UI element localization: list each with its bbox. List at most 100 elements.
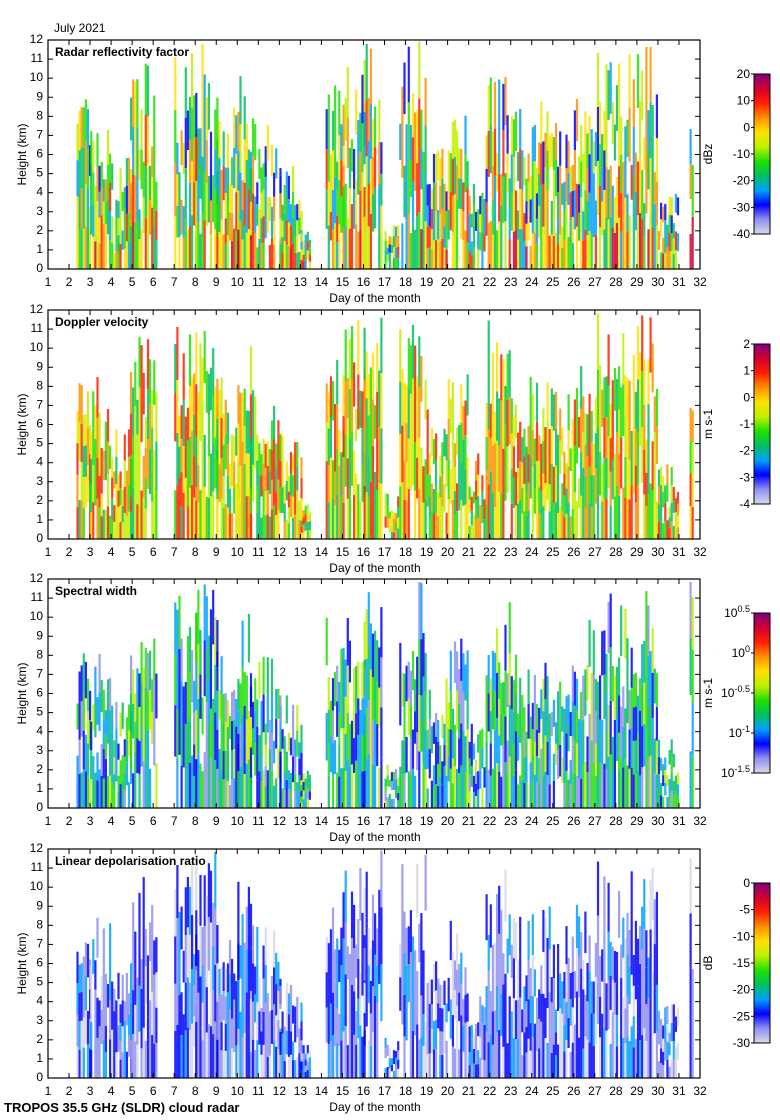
data-cell bbox=[586, 497, 589, 539]
data-column bbox=[231, 434, 234, 539]
x-tick-label: 8 bbox=[192, 545, 199, 559]
data-column bbox=[395, 769, 398, 799]
data-column bbox=[228, 716, 232, 808]
data-cell bbox=[451, 121, 454, 159]
data-cell bbox=[228, 513, 232, 539]
data-cell bbox=[292, 243, 295, 269]
data-cell bbox=[367, 927, 370, 966]
data-cell bbox=[76, 1014, 79, 1047]
data-cell bbox=[130, 169, 133, 194]
data-column bbox=[113, 471, 116, 539]
data-cell bbox=[252, 1039, 255, 1078]
data-cell bbox=[441, 148, 444, 179]
data-column bbox=[142, 372, 145, 539]
colorbar bbox=[753, 612, 771, 774]
data-cell bbox=[300, 1045, 303, 1054]
data-cell bbox=[643, 494, 646, 539]
data-cell bbox=[407, 438, 410, 489]
data-cell bbox=[336, 449, 339, 495]
data-column bbox=[243, 388, 246, 539]
data-cell bbox=[308, 774, 311, 784]
data-cell bbox=[106, 130, 110, 165]
data-column bbox=[149, 922, 152, 1078]
data-cell bbox=[115, 456, 118, 485]
data-column bbox=[174, 343, 177, 539]
data-column bbox=[188, 334, 192, 539]
data-cell bbox=[186, 229, 189, 269]
data-cell bbox=[174, 57, 177, 110]
data-cell bbox=[466, 374, 469, 416]
data-column bbox=[201, 927, 204, 1078]
data-column bbox=[647, 605, 650, 808]
data-cell bbox=[125, 1051, 128, 1078]
data-cell bbox=[146, 1016, 150, 1048]
data-column bbox=[151, 146, 154, 269]
data-cell bbox=[479, 505, 482, 523]
data-column bbox=[262, 163, 265, 269]
data-cell bbox=[127, 1014, 131, 1036]
data-column bbox=[451, 952, 454, 1078]
data-cell bbox=[626, 231, 629, 269]
data-cell bbox=[245, 992, 248, 1036]
data-cell bbox=[226, 700, 229, 727]
data-column bbox=[460, 638, 463, 808]
data-cell bbox=[609, 62, 612, 114]
data-cell bbox=[76, 951, 79, 984]
data-cell bbox=[209, 659, 213, 709]
data-cell bbox=[140, 725, 143, 767]
data-column bbox=[266, 441, 269, 539]
data-cell bbox=[510, 398, 513, 434]
data-cell bbox=[302, 254, 305, 262]
data-cell bbox=[605, 417, 608, 458]
data-cell bbox=[304, 260, 307, 269]
data-cell bbox=[287, 770, 290, 790]
data-cell bbox=[212, 589, 215, 645]
data-cell bbox=[620, 437, 623, 489]
data-column bbox=[254, 678, 257, 776]
data-cell bbox=[268, 1011, 271, 1034]
data-cell bbox=[205, 987, 208, 1033]
data-column bbox=[582, 153, 585, 269]
data-cell bbox=[514, 190, 518, 230]
data-cell bbox=[102, 689, 105, 720]
data-cell bbox=[262, 1011, 265, 1045]
data-cell bbox=[199, 490, 202, 539]
data-cell bbox=[340, 688, 343, 729]
data-cell bbox=[256, 486, 259, 513]
data-cell bbox=[353, 189, 356, 229]
data-cell bbox=[611, 666, 614, 702]
data-cell bbox=[426, 982, 429, 1007]
data-cell bbox=[193, 138, 196, 183]
data-column bbox=[451, 708, 454, 808]
data-cell bbox=[138, 336, 141, 388]
data-cell bbox=[180, 638, 183, 681]
data-column bbox=[405, 384, 408, 539]
data-cell bbox=[453, 467, 457, 492]
data-cell bbox=[464, 1050, 467, 1078]
data-cell bbox=[94, 1019, 97, 1049]
data-cell bbox=[138, 488, 141, 539]
data-cell bbox=[529, 199, 532, 223]
data-cell bbox=[256, 434, 259, 461]
data-cell bbox=[626, 638, 629, 681]
data-cell bbox=[645, 753, 648, 808]
data-cell bbox=[510, 503, 513, 539]
data-cell bbox=[414, 229, 417, 269]
data-cell bbox=[548, 235, 551, 269]
data-column bbox=[664, 757, 667, 796]
data-cell bbox=[144, 63, 147, 115]
data-cell bbox=[363, 433, 366, 487]
data-column bbox=[344, 659, 347, 808]
data-cell bbox=[76, 443, 79, 476]
data-cell bbox=[281, 1011, 284, 1034]
data-column bbox=[432, 154, 436, 269]
data-cell bbox=[123, 790, 126, 808]
data-cell bbox=[514, 505, 518, 539]
data-column bbox=[475, 460, 478, 539]
data-cell bbox=[651, 146, 654, 187]
x-axis-label: Day of the month bbox=[329, 561, 420, 575]
data-cell bbox=[142, 761, 145, 808]
data-cell bbox=[475, 480, 478, 500]
data-column bbox=[140, 109, 143, 269]
data-cell bbox=[241, 392, 244, 442]
